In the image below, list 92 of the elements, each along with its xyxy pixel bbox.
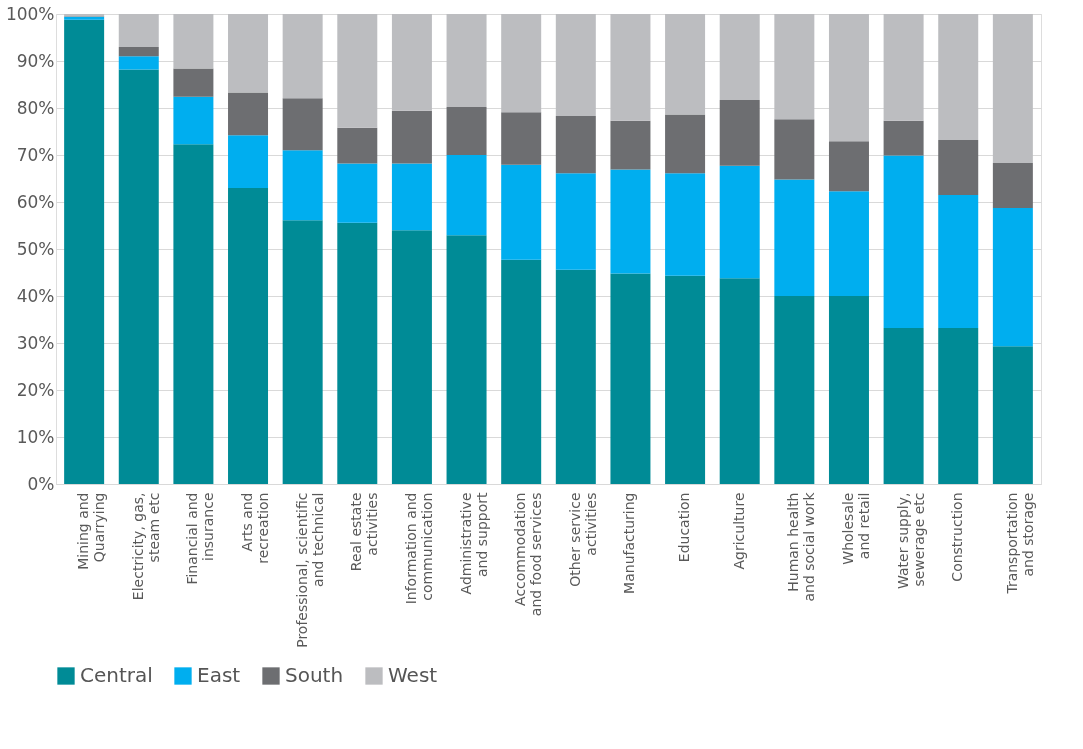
bar [992, 14, 1033, 163]
bar [337, 14, 378, 128]
bar [282, 14, 323, 99]
bar [774, 296, 815, 484]
y-tick-label: 70% [16, 144, 55, 165]
x-tick-label: Mining and Quarrying [75, 492, 108, 570]
y-tick-label: 50% [16, 238, 55, 259]
bar [501, 259, 542, 484]
bar [555, 14, 596, 116]
bar [337, 163, 378, 223]
bar [610, 169, 651, 274]
y-tick-label: 0% [27, 473, 55, 494]
bar [446, 235, 487, 484]
y-tick-label: 10% [16, 426, 55, 447]
bar [173, 68, 214, 97]
bar [828, 296, 869, 484]
bar [555, 269, 596, 484]
bar [828, 141, 869, 192]
bar [118, 69, 159, 484]
bar [118, 14, 159, 47]
bar [337, 222, 378, 484]
x-tick-label: Agriculture [730, 492, 747, 570]
bar [173, 144, 214, 484]
bar [828, 14, 869, 142]
bar [391, 110, 432, 164]
bar [228, 14, 269, 93]
bar [391, 230, 432, 484]
bar [828, 191, 869, 296]
x-tick-label: Education [676, 492, 693, 563]
bar [64, 19, 105, 484]
bar [173, 14, 214, 69]
bar [719, 100, 760, 166]
bar [992, 162, 1033, 209]
bar [719, 278, 760, 484]
y-tick-label: 30% [16, 332, 55, 353]
legend-label: South [285, 663, 344, 687]
x-tick-label: Transportation and storage [1003, 492, 1036, 595]
bar [610, 120, 651, 170]
bar [883, 155, 924, 328]
bar [665, 275, 706, 484]
bar [938, 139, 979, 195]
y-tick-label: 20% [16, 379, 55, 400]
bar [992, 346, 1033, 484]
bar [665, 114, 706, 174]
bar [228, 187, 269, 484]
y-tick-label: 80% [16, 97, 55, 118]
bar [555, 115, 596, 174]
legend-label: West [388, 663, 438, 687]
bar [719, 14, 760, 101]
bar [118, 46, 159, 57]
bar [391, 163, 432, 231]
bar [665, 173, 706, 276]
x-tick-label: Construction [949, 492, 966, 582]
bar [282, 220, 323, 484]
bar [391, 14, 432, 111]
bar [501, 112, 542, 165]
bar [446, 14, 487, 108]
y-tick-label: 100% [5, 3, 55, 24]
bar [501, 164, 542, 260]
bar [446, 107, 487, 155]
y-tick-label: 60% [16, 191, 55, 212]
bar [774, 119, 815, 180]
bar [883, 327, 924, 484]
bar [610, 14, 651, 121]
bar [992, 208, 1033, 347]
bar [665, 14, 706, 115]
bar [610, 273, 651, 484]
bar [774, 179, 815, 296]
bar [938, 14, 979, 140]
bar [555, 173, 596, 270]
legend-label: Central [80, 663, 153, 687]
bar [719, 165, 760, 279]
bar [501, 14, 542, 113]
bar [883, 14, 924, 121]
bar [774, 14, 815, 120]
x-tick-label: Manufacturing [621, 492, 638, 594]
y-tick-label: 40% [16, 285, 55, 306]
bar [337, 127, 378, 164]
bar [118, 56, 159, 70]
bar [228, 135, 269, 188]
bar [883, 120, 924, 156]
x-tick-label: Electricity, gas, steam etc [129, 492, 162, 601]
bar [173, 96, 214, 145]
bar [446, 155, 487, 236]
legend-label: East [197, 663, 241, 687]
bar [228, 92, 269, 136]
x-tick-label: Human health and social work [785, 491, 818, 602]
y-tick-label: 90% [16, 50, 55, 71]
bar [938, 194, 979, 328]
bar [282, 150, 323, 221]
bar [282, 98, 323, 151]
bar [938, 327, 979, 484]
